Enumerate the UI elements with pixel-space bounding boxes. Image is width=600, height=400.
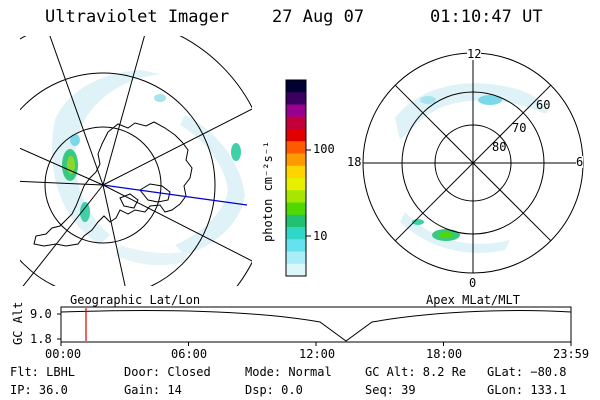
aurora-emission-right (395, 83, 549, 253)
colorbar-unit-label: photon cm⁻²s⁻¹ (261, 140, 275, 242)
geographic-map (20, 36, 252, 286)
colorbar-band (286, 227, 306, 240)
colorbar-tick-100: 100 (313, 142, 335, 156)
timeline-ytick-top: 9.0 (30, 307, 52, 321)
colorbar-band (286, 202, 306, 216)
mlt-label-18: 18 (347, 155, 362, 169)
colorbar-band (286, 178, 306, 191)
longitude-lines (20, 36, 252, 286)
colorbar-band (286, 239, 306, 252)
mlat-label-70: 70 (512, 121, 527, 135)
apex-polar-plot (362, 52, 584, 274)
colorbar-band (286, 190, 306, 203)
status-gc-alt: GC Alt: 8.2 Re (365, 365, 467, 379)
mlat-label-60: 60 (536, 98, 551, 112)
colorbar-band (286, 141, 306, 154)
colorbar-band (286, 214, 306, 228)
colorbar-band (286, 251, 306, 265)
aurora-emission-left (52, 70, 245, 266)
date-label: 27 Aug 07 (272, 7, 365, 27)
colorbar-band (286, 263, 306, 277)
status-glat: GLat: −80.8 (487, 365, 567, 379)
altitude-curve (60, 310, 572, 342)
colorbar-band (286, 129, 306, 142)
colorbar-band (286, 92, 306, 105)
colorbar-band (286, 80, 306, 93)
lat-ring-middle (20, 72, 216, 286)
coastline-icon (33, 121, 193, 247)
instrument-title: Ultraviolet Imager (45, 7, 230, 27)
status-filter: Flt: LBHL (10, 365, 76, 379)
status-mode: Mode: Normal (245, 365, 332, 379)
status-door: Door: Closed (124, 365, 211, 379)
status-gain: Gain: 14 (124, 383, 182, 397)
colorbar-band (286, 153, 306, 167)
mlt-label-12: 12 (467, 47, 482, 61)
status-ip: IP: 36.0 (10, 383, 68, 397)
apex-caption: Apex MLat/MLT (426, 293, 520, 307)
timeline-xtick-1800: 18:00 (426, 347, 463, 361)
colorbar (285, 79, 311, 277)
status-glon: GLon: 133.1 (487, 383, 567, 397)
timeline-xtick-2359: 23:59 (553, 347, 590, 361)
lat-ring-inner (44, 126, 162, 244)
status-dsp: Dsp: 0.0 (245, 383, 303, 397)
geographic-caption: Geographic Lat/Lon (70, 293, 201, 307)
timeline-plot (57, 306, 572, 346)
mlt-label-0: 0 (469, 276, 477, 290)
coastline-island-icon (139, 183, 171, 203)
mlat-label-80: 80 (492, 140, 507, 154)
colorbar-band (286, 116, 306, 130)
status-seq: Seq: 39 (365, 383, 416, 397)
colorbar-tick-10: 10 (313, 229, 328, 243)
timeline-xtick-1200: 12:00 (299, 347, 336, 361)
timeline-ylabel: GC Alt (11, 301, 25, 345)
time-label: 01:10:47 UT (430, 7, 543, 27)
colorbar-band (286, 104, 306, 118)
mlt-label-6: 6 (576, 155, 584, 169)
colorbar-band (286, 165, 306, 179)
sun-direction-line (102, 184, 248, 206)
timeline-xtick-0000: 00:00 (45, 347, 82, 361)
timeline-ytick-bottom: 1.8 (30, 332, 52, 346)
timeline-xtick-0600: 06:00 (171, 347, 208, 361)
